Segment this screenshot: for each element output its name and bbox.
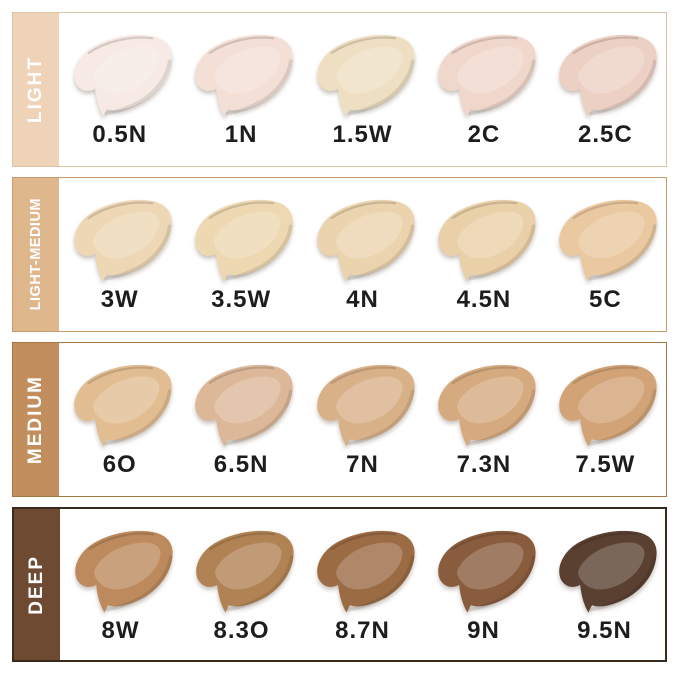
swatch-smear-icon xyxy=(307,526,419,618)
shade-label: 3W xyxy=(100,286,139,313)
category-label: LIGHT-MEDIUM xyxy=(28,198,44,311)
shade-cell: 3.5W xyxy=(180,178,301,331)
swatch-smear-icon xyxy=(549,526,661,618)
shade-row-medium: MEDIUM 6O 6.5N 7N 7.3N 7.5W xyxy=(12,342,667,497)
shade-cell: 2C xyxy=(423,13,544,166)
swatch-smear-icon xyxy=(185,195,297,287)
swatch-smear-icon xyxy=(428,195,540,287)
shade-cell: 0.5N xyxy=(59,13,180,166)
shade-label: 9N xyxy=(467,617,500,644)
shade-cell: 9.5N xyxy=(544,509,665,660)
swatch-smear-icon xyxy=(307,30,419,122)
swatch-smear-icon xyxy=(549,30,661,122)
shade-label: 2C xyxy=(467,121,501,148)
category-band-deep: DEEP xyxy=(14,509,60,660)
shade-label: 8W xyxy=(101,617,140,644)
swatch-smear-icon xyxy=(185,360,297,452)
swatch-smear-icon xyxy=(428,30,540,122)
shade-cell: 1N xyxy=(180,13,301,166)
swatch-smear-icon xyxy=(307,195,419,287)
swatch-smear-icon xyxy=(549,360,661,452)
shade-cell: 7.5W xyxy=(545,343,666,496)
shade-label: 4N xyxy=(346,286,379,313)
swatch-smear-icon xyxy=(64,360,176,452)
shade-cell: 1.5W xyxy=(302,13,423,166)
swatch-smear-icon xyxy=(186,526,298,618)
swatch-smear-icon xyxy=(428,360,540,452)
swatch-strip: 6O 6.5N 7N 7.3N 7.5W xyxy=(59,343,666,496)
shade-row-light-medium: LIGHT-MEDIUM 3W 3.5W 4N 4.5N 5C xyxy=(12,177,667,332)
shade-cell: 5C xyxy=(545,178,666,331)
swatch-strip: 3W 3.5W 4N 4.5N 5C xyxy=(59,178,666,331)
shade-row-deep: DEEP 8W 8.3O 8.7N 9N 9.5N xyxy=(12,507,667,662)
shade-label: 9.5N xyxy=(577,617,632,644)
shade-cell: 6.5N xyxy=(180,343,301,496)
shade-cell: 3W xyxy=(59,178,180,331)
shade-label: 2.5C xyxy=(577,121,633,148)
shade-label: 1N xyxy=(224,121,258,148)
category-label: DEEP xyxy=(26,554,47,615)
shade-cell: 7N xyxy=(302,343,423,496)
category-band-light-medium: LIGHT-MEDIUM xyxy=(13,178,59,331)
shade-label: 8.7N xyxy=(335,617,390,644)
swatch-smear-icon xyxy=(64,195,176,287)
swatch-strip: 8W 8.3O 8.7N 9N 9.5N xyxy=(60,509,665,660)
swatch-smear-icon xyxy=(185,30,297,122)
shade-label: 5C xyxy=(588,286,622,313)
category-label: MEDIUM xyxy=(25,374,46,465)
shade-label: 1.5W xyxy=(332,121,393,148)
shade-label: 8.3O xyxy=(213,617,270,644)
swatch-smear-icon xyxy=(65,526,177,618)
shade-label: 7.3N xyxy=(456,451,512,478)
shade-label: 3.5W xyxy=(211,286,272,313)
shade-label: 4.5N xyxy=(456,286,512,313)
shade-label: 6O xyxy=(102,451,137,478)
shade-cell: 2.5C xyxy=(545,13,666,166)
category-band-medium: MEDIUM xyxy=(13,343,59,496)
swatch-smear-icon xyxy=(428,526,540,618)
shade-cell: 9N xyxy=(423,509,544,660)
swatch-strip: 0.5N 1N 1.5W 2C 2.5C xyxy=(59,13,666,166)
shade-label: 7N xyxy=(346,451,379,478)
shade-cell: 6O xyxy=(59,343,180,496)
swatch-smear-icon xyxy=(549,195,661,287)
shade-cell: 8.3O xyxy=(181,509,302,660)
shade-cell: 7.3N xyxy=(423,343,544,496)
category-band-light: LIGHT xyxy=(13,13,59,166)
shade-label: 6.5N xyxy=(213,451,269,478)
shade-cell: 8.7N xyxy=(302,509,423,660)
swatch-smear-icon xyxy=(64,30,176,122)
shade-cell: 8W xyxy=(60,509,181,660)
shade-row-light: LIGHT 0.5N 1N 1.5W 2C 2.5C xyxy=(12,12,667,167)
shade-label: 7.5W xyxy=(575,451,636,478)
shade-label: 0.5N xyxy=(92,121,148,148)
category-label: LIGHT xyxy=(25,56,46,123)
shade-cell: 4.5N xyxy=(423,178,544,331)
shade-cell: 4N xyxy=(302,178,423,331)
swatch-smear-icon xyxy=(307,360,419,452)
